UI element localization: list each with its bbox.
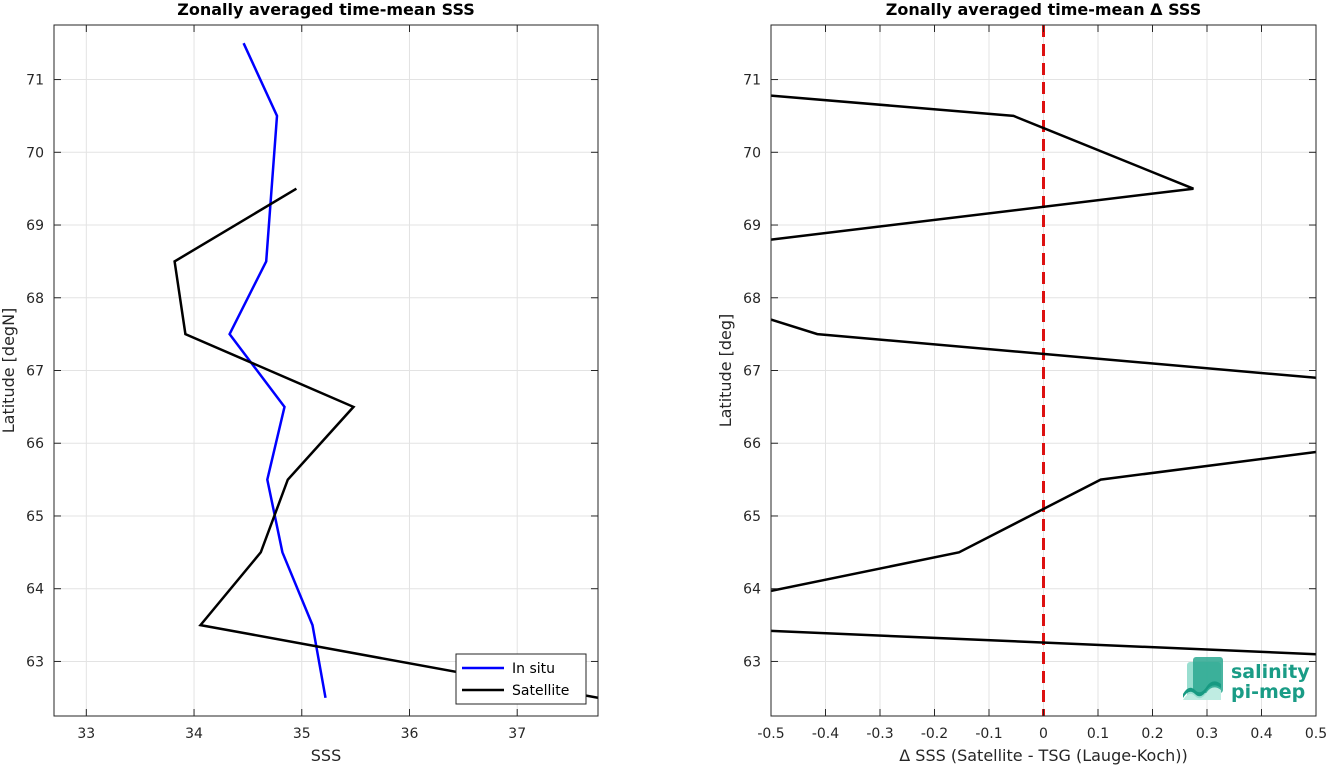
x-tick-label: -0.2 — [921, 726, 948, 742]
logo-wave-icon — [1183, 657, 1223, 700]
y-tick-label: 64 — [26, 582, 44, 598]
legend-entry: In situ — [512, 661, 555, 677]
x-tick-label: 0.3 — [1196, 726, 1218, 742]
legend: In situ Satellite — [455, 653, 587, 705]
x-tick-label: 0.1 — [1087, 726, 1109, 742]
y-tick-label: 70 — [26, 145, 44, 161]
series-line-4 — [771, 629, 1316, 656]
series-line-2 — [771, 318, 1316, 380]
y-tick-label: 71 — [743, 73, 761, 89]
x-tick-label: 0 — [1039, 726, 1048, 742]
series-line-3 — [771, 450, 1316, 593]
y-tick-label: 65 — [743, 509, 761, 525]
series-line-satellite — [173, 187, 598, 700]
chart-title: Zonally averaged time-mean SSS — [177, 0, 475, 19]
y-tick-label: 69 — [26, 218, 44, 234]
logo-line2: pi-mep — [1231, 681, 1305, 703]
x-tick-label: 0.4 — [1250, 726, 1272, 742]
legend-entry: Satellite — [512, 683, 569, 699]
chart-title: Zonally averaged time-mean Δ SSS — [886, 0, 1202, 19]
y-tick-label: 67 — [743, 364, 761, 380]
y-axis-label: Latitude [degN] — [0, 308, 18, 434]
salinity-pi-mep-logo: salinity pi-mep — [1183, 657, 1310, 703]
y-axis-label: Latitude [deg] — [716, 314, 735, 428]
chart-sss: 33 34 35 36 37 63 64 65 66 67 68 69 70 71 Zonally aver… — [0, 0, 599, 765]
x-tick-label: 35 — [293, 726, 311, 742]
y-tick-label: 68 — [743, 291, 761, 307]
y-tick-label: 66 — [26, 436, 44, 452]
x-tick-label: -0.5 — [757, 726, 784, 742]
x-axis-label: Δ SSS (Satellite - TSG (Lauge-Koch)) — [899, 746, 1188, 765]
x-tick-label: 33 — [77, 726, 95, 742]
x-tick-label: 34 — [185, 726, 203, 742]
y-tick-label: 65 — [26, 509, 44, 525]
x-tick-label: 0.2 — [1141, 726, 1163, 742]
x-tick-label: -0.4 — [812, 726, 839, 742]
y-tick-label: 70 — [743, 145, 761, 161]
y-tick-label: 63 — [743, 654, 761, 670]
y-tick-label: 68 — [26, 291, 44, 307]
x-tick-label: 36 — [401, 726, 419, 742]
series-line-1 — [771, 94, 1194, 241]
y-tick-label: 64 — [743, 582, 761, 598]
y-tick-label: 71 — [26, 73, 44, 89]
x-tick-label: 37 — [508, 726, 526, 742]
logo-line1: salinity — [1231, 661, 1310, 683]
y-tick-label: 69 — [743, 218, 761, 234]
y-tick-label: 63 — [26, 654, 44, 670]
x-axis-label: SSS — [311, 746, 341, 765]
y-tick-label: 66 — [743, 436, 761, 452]
chart-delta-sss: -0.5 -0.4 -0.3 -0.2 -0.1 0 0.1 0.2 0.3 0.4 0.5 63 64… — [716, 0, 1327, 765]
y-tick-label: 67 — [26, 364, 44, 380]
series-line-in-situ — [228, 42, 327, 699]
x-tick-label: 0.5 — [1305, 726, 1327, 742]
legend-box — [455, 653, 587, 705]
x-tick-label: -0.1 — [975, 726, 1002, 742]
x-tick-label: -0.3 — [866, 726, 893, 742]
